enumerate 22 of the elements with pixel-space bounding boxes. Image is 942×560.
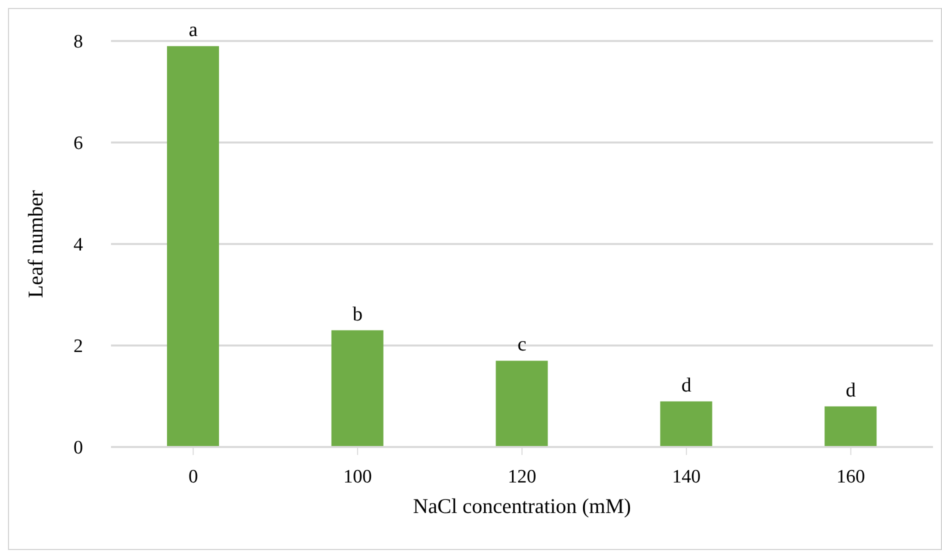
bar <box>167 46 219 447</box>
bar <box>331 330 384 447</box>
annotation: a <box>188 19 198 42</box>
x-tick-label: 160 <box>836 466 866 488</box>
y-axis-title: Leaf number <box>23 190 48 298</box>
annotation: d <box>681 374 692 396</box>
x-axis-title: NaCl concentration (mM) <box>412 494 632 518</box>
y-tick-label: 6 <box>74 133 83 154</box>
y-tick-label: 0 <box>74 438 83 459</box>
x-tick-label: 120 <box>508 466 536 488</box>
x-tick-label: 0 <box>188 466 198 488</box>
y-tick-label: 8 <box>74 32 83 53</box>
annotation: c <box>518 334 527 356</box>
bar <box>496 360 548 447</box>
bar <box>660 401 712 447</box>
y-tick-label: 2 <box>74 336 83 358</box>
bar <box>824 406 877 447</box>
annotation: d <box>846 379 856 402</box>
y-tick-label: 4 <box>74 234 84 256</box>
x-tick-label: 140 <box>672 466 701 488</box>
x-tick-label: 100 <box>343 466 372 488</box>
annotation: b <box>352 303 363 326</box>
